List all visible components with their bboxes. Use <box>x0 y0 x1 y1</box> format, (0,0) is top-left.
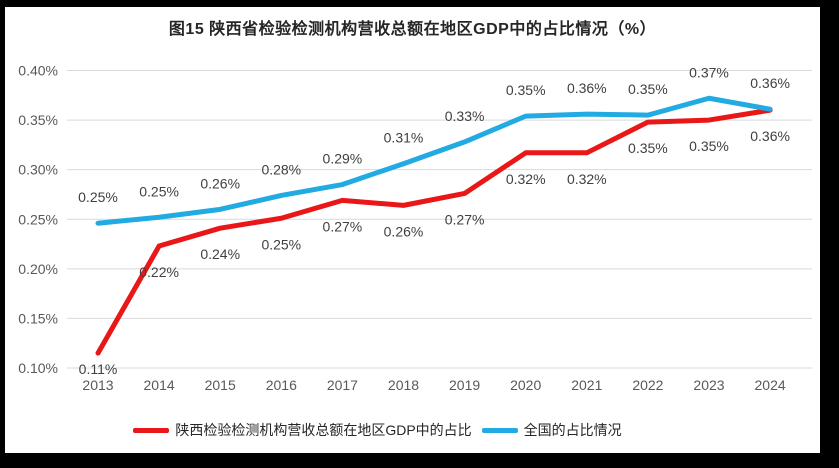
x-axis-tick: 2023 <box>693 377 724 393</box>
data-label-series-0: 0.24% <box>200 246 240 262</box>
y-axis-tick: 0.30% <box>18 162 58 178</box>
legend-swatch-blue-line <box>481 427 518 433</box>
x-axis-tick: 2024 <box>755 377 786 393</box>
data-label-series-1: 0.35% <box>628 81 668 97</box>
y-axis-tick: 0.25% <box>18 211 58 227</box>
data-label-series-1: 0.25% <box>78 189 118 205</box>
data-label-series-0: 0.35% <box>628 140 668 156</box>
series-line-1 <box>95 95 773 226</box>
x-axis-tick: 2018 <box>388 377 419 393</box>
data-label-series-1: 0.29% <box>323 151 363 167</box>
x-axis-tick: 2019 <box>449 377 480 393</box>
data-label-series-0: 0.36% <box>750 128 790 144</box>
data-label-series-1: 0.37% <box>689 64 729 80</box>
x-axis-tick: 2013 <box>82 377 113 393</box>
x-axis-tick: 2016 <box>266 377 297 393</box>
data-label-series-1: 0.33% <box>445 108 485 124</box>
legend-swatch-red-line <box>133 427 170 433</box>
x-axis-tick: 2015 <box>205 377 236 393</box>
line-chart: 0.10% 0.15% 0.20% 0.25% 0.30% 0.35% 0.40% 2013 2… <box>18 63 812 393</box>
data-label-series-0: 0.27% <box>323 218 363 234</box>
legend-label-shaanxi: 陕西检验检测机构营收总额在地区GDP中的占比 <box>175 422 472 438</box>
data-label-series-0: 0.26% <box>384 223 424 239</box>
data-label-series-0: 0.32% <box>567 171 607 187</box>
x-axis-tick: 2020 <box>510 377 541 393</box>
legend-label-national: 全国的占比情况 <box>523 422 622 438</box>
y-axis-tick: 0.10% <box>18 360 58 376</box>
data-label-series-0: 0.27% <box>445 211 485 227</box>
series-line-0 <box>95 107 773 356</box>
legend-item-shaanxi: 陕西检验检测机构营收总额在地区GDP中的占比 <box>133 420 472 440</box>
y-axis-tick: 0.20% <box>18 261 58 277</box>
data-label-series-0: 0.22% <box>139 264 179 280</box>
data-label-series-1: 0.26% <box>200 175 240 191</box>
y-axis-tick: 0.40% <box>18 63 58 79</box>
y-axis-tick: 0.15% <box>18 310 58 326</box>
chart-legend: 陕西检验检测机构营收总额在地区GDP中的占比 全国的占比情况 <box>5 419 820 441</box>
data-label-series-0: 0.25% <box>261 236 301 252</box>
x-axis-tick: 2014 <box>144 377 175 393</box>
data-label-series-0: 0.11% <box>79 361 118 377</box>
data-label-series-1: 0.35% <box>506 82 546 98</box>
data-label-series-1: 0.28% <box>261 161 301 177</box>
x-axis-tick: 2021 <box>571 377 602 393</box>
y-axis-tick: 0.35% <box>18 112 58 128</box>
data-label-series-1: 0.36% <box>567 80 607 96</box>
data-label-series-1: 0.31% <box>384 130 424 146</box>
data-label-series-1: 0.36% <box>750 75 790 91</box>
data-label-series-0: 0.35% <box>689 138 729 154</box>
legend-item-national: 全国的占比情况 <box>481 420 622 440</box>
data-label-series-0: 0.32% <box>506 171 546 187</box>
x-axis-tick: 2022 <box>632 377 663 393</box>
data-label-series-1: 0.25% <box>139 183 179 199</box>
x-axis-tick: 2017 <box>327 377 358 393</box>
chart-title: 图15 陕西省检验检测机构营收总额在地区GDP中的占比情况（%） <box>168 21 657 38</box>
